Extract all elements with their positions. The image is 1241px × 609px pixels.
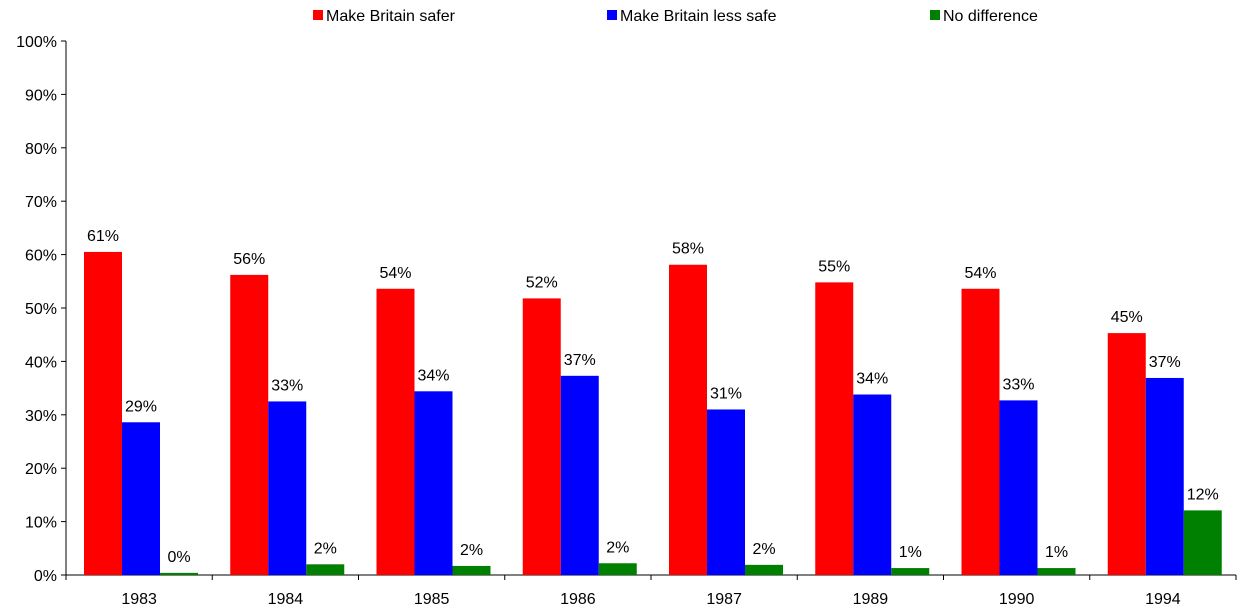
x-tick-label: 1985 <box>414 591 450 608</box>
bar <box>452 565 491 575</box>
y-tick-label: 0% <box>34 568 57 585</box>
legend: Make Britain safer Make Britain less safe… <box>313 8 1038 25</box>
legend-swatch <box>930 10 940 20</box>
data-label: 55% <box>818 258 850 275</box>
y-tick-label: 10% <box>25 515 57 532</box>
bar <box>707 409 745 575</box>
bar <box>414 391 453 575</box>
data-label: 2% <box>460 542 483 559</box>
data-label: 31% <box>710 385 742 402</box>
data-label: 37% <box>1149 354 1181 371</box>
x-axis: 1983 1984 1985 1986 1987 1989 1990 1994 <box>65 574 1237 608</box>
data-label: 52% <box>526 274 558 291</box>
data-label: 2% <box>752 541 775 558</box>
bar <box>745 564 783 575</box>
y-tick-label: 30% <box>25 408 57 425</box>
y-tick-label: 90% <box>25 87 57 104</box>
data-label: 56% <box>233 251 265 268</box>
data-label: 33% <box>271 377 303 394</box>
x-tick-label: 1986 <box>560 591 596 608</box>
y-tick-label: 80% <box>25 141 57 158</box>
data-label: 0% <box>167 549 190 566</box>
data-label: 45% <box>1111 309 1143 326</box>
data-label: 33% <box>1002 376 1034 393</box>
x-tick-label: 1990 <box>999 591 1035 608</box>
data-label: 54% <box>964 265 996 282</box>
bar <box>999 400 1038 575</box>
legend-swatch <box>313 10 323 20</box>
bar <box>1145 377 1184 575</box>
bar <box>306 564 345 575</box>
data-label: 58% <box>672 241 704 258</box>
bar <box>1037 568 1076 575</box>
bar <box>560 375 599 575</box>
bar <box>122 422 160 575</box>
data-labels: 61% 56% 54% 52% 58% 55% 54% 45% 29% 33% 34% 37% 31% 3… <box>87 228 1219 566</box>
data-label: 37% <box>564 352 596 369</box>
x-tick-label: 1983 <box>121 591 157 608</box>
data-label: 2% <box>314 540 337 557</box>
bar <box>230 274 269 575</box>
legend-label: No difference <box>943 8 1038 25</box>
data-label: 29% <box>125 398 157 415</box>
x-tick-label: 1987 <box>706 591 742 608</box>
bar <box>961 288 1000 575</box>
bar <box>598 563 637 575</box>
bar <box>160 572 198 575</box>
data-label: 61% <box>87 228 119 245</box>
y-axis: 0% 10% 20% 30% 40% 50% 60% 70% 80% 90% 100% <box>16 34 67 585</box>
x-tick-label: 1984 <box>268 591 304 608</box>
bars <box>84 251 1222 575</box>
y-tick-label: 70% <box>25 194 57 211</box>
y-tick-label: 60% <box>25 248 57 265</box>
data-label: 12% <box>1187 486 1219 503</box>
bar <box>853 394 892 575</box>
y-tick-label: 40% <box>25 354 57 371</box>
data-label: 2% <box>606 539 629 556</box>
y-tick-label: 100% <box>16 34 57 51</box>
legend-swatch <box>607 10 617 20</box>
x-tick-label: 1994 <box>1145 591 1181 608</box>
bar <box>522 298 561 575</box>
legend-label: Make Britain less safe <box>620 8 777 25</box>
data-label: 34% <box>417 367 449 384</box>
y-tick-label: 20% <box>25 461 57 478</box>
y-tick-label: 50% <box>25 301 57 318</box>
data-label: 34% <box>856 371 888 388</box>
data-label: 54% <box>379 265 411 282</box>
bar <box>1107 333 1146 575</box>
bar <box>376 288 415 575</box>
x-tick-label: 1989 <box>853 591 889 608</box>
bar <box>815 282 854 575</box>
bar <box>84 251 122 575</box>
legend-label: Make Britain safer <box>326 8 456 25</box>
data-label: 1% <box>1045 544 1068 561</box>
bar <box>1183 510 1222 575</box>
bar <box>891 568 930 575</box>
data-label: 1% <box>899 544 922 561</box>
bar <box>669 264 707 575</box>
bar <box>268 401 307 575</box>
